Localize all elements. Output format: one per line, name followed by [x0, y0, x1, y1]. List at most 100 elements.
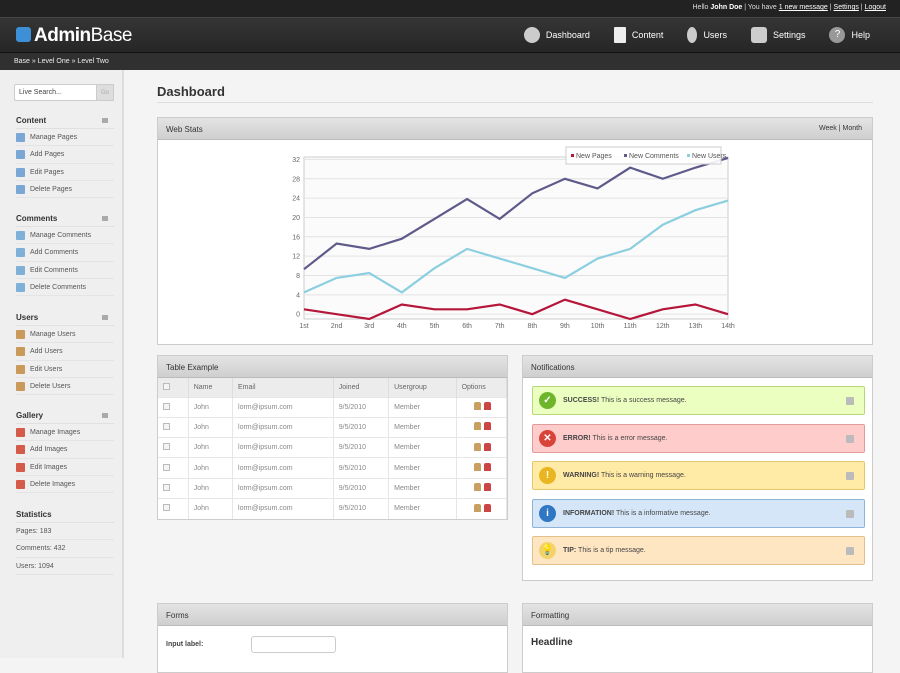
delete-user-icon[interactable] [484, 443, 491, 451]
section-title[interactable]: Content [16, 112, 114, 129]
sidebar-item[interactable]: Manage Images [16, 424, 114, 441]
success-message: ✓SUCCESS! This is a success message. [532, 386, 865, 415]
row-checkbox[interactable] [163, 484, 170, 491]
edit-user-icon[interactable] [474, 443, 481, 451]
edit-user-icon[interactable] [474, 504, 481, 512]
notifications-panel: Notifications ✓SUCCESS! This is a succes… [522, 355, 873, 581]
sidebar-item-label: Edit Pages [30, 169, 64, 176]
row-checkbox[interactable] [163, 504, 170, 511]
sidebar-item[interactable]: Add Pages [16, 146, 114, 163]
collapse-icon[interactable] [102, 315, 108, 320]
row-options [456, 417, 506, 437]
section-title[interactable]: Comments [16, 210, 114, 227]
panel-title: Notifications [531, 363, 575, 372]
nav-users[interactable]: Users [687, 27, 727, 43]
sidebar-item-label: Delete Pages [30, 186, 72, 193]
row-checkbox[interactable] [163, 423, 170, 430]
sidebar-item-label: Manage Comments [30, 232, 91, 239]
sidebar-item-label: Edit Users [30, 366, 62, 373]
tab-month[interactable]: Month [843, 125, 862, 132]
text-input[interactable] [251, 636, 336, 653]
nav-help[interactable]: ?Help [829, 27, 870, 43]
close-icon[interactable] [846, 510, 854, 518]
message-label: WARNING! [563, 472, 599, 479]
section-title[interactable]: Users [16, 309, 114, 326]
messages-link[interactable]: 1 new message [779, 4, 828, 11]
sidebar-item[interactable]: Delete Pages [16, 181, 114, 198]
legend-swatch [571, 154, 574, 157]
page-title: Dashboard [157, 84, 873, 103]
collapse-icon[interactable] [102, 413, 108, 418]
sidebar-item[interactable]: Add Images [16, 441, 114, 458]
x-tick-label: 11th [624, 323, 637, 330]
panel-header: Table Example [158, 356, 507, 378]
sidebar-item[interactable]: Edit Comments [16, 262, 114, 279]
row-options [456, 478, 506, 498]
delete-user-icon[interactable] [484, 463, 491, 471]
settings-icon [751, 27, 767, 43]
logo-light: Base [91, 25, 132, 46]
nav-settings[interactable]: Settings [751, 27, 806, 43]
table-cell: Member [389, 498, 456, 518]
close-icon[interactable] [846, 547, 854, 555]
section-title-text: Gallery [16, 411, 43, 420]
nav-dashboard[interactable]: Dashboard [524, 27, 590, 43]
message-label: TIP: [563, 547, 576, 554]
users-icon [16, 365, 25, 374]
nav-content[interactable]: Content [614, 27, 664, 43]
logout-link[interactable]: Logout [865, 4, 886, 11]
x-tick-label: 7th [495, 323, 505, 330]
edit-user-icon[interactable] [474, 402, 481, 410]
sidebar-item[interactable]: Edit Pages [16, 164, 114, 181]
edit-user-icon[interactable] [474, 483, 481, 491]
select-all-checkbox[interactable] [163, 383, 170, 390]
comments-icon [16, 231, 25, 240]
sidebar-item[interactable]: Edit Images [16, 459, 114, 476]
sidebar-item[interactable]: Delete Comments [16, 279, 114, 296]
sidebar-item[interactable]: Add Users [16, 343, 114, 360]
sidebar-item[interactable]: Manage Users [16, 326, 114, 343]
collapse-icon[interactable] [102, 216, 108, 221]
close-icon[interactable] [846, 397, 854, 405]
close-icon[interactable] [846, 472, 854, 480]
delete-user-icon[interactable] [484, 422, 491, 430]
search-input[interactable]: Live Search... Go [14, 84, 114, 101]
delete-user-icon[interactable] [484, 402, 491, 410]
edit-user-icon[interactable] [474, 422, 481, 430]
edit-user-icon[interactable] [474, 463, 481, 471]
go-button[interactable]: Go [96, 84, 114, 101]
separator: | [830, 4, 832, 11]
tab-week[interactable]: Week [819, 125, 837, 132]
x-tick-label: 6th [462, 323, 472, 330]
row-checkbox[interactable] [163, 464, 170, 471]
sidebar-item[interactable]: Add Comments [16, 244, 114, 261]
collapse-icon[interactable] [102, 118, 108, 123]
row-checkbox[interactable] [163, 403, 170, 410]
sidebar-item-label: Add Comments [30, 249, 78, 256]
sidebar-item[interactable]: Delete Images [16, 476, 114, 493]
delete-user-icon[interactable] [484, 504, 491, 512]
sidebar-item-label: Add Users [30, 348, 63, 355]
sidebar-item[interactable]: Edit Users [16, 361, 114, 378]
sidebar-item[interactable]: Manage Pages [16, 129, 114, 146]
sidebar-item[interactable]: Delete Users [16, 378, 114, 395]
delete-user-icon[interactable] [484, 483, 491, 491]
close-icon[interactable] [846, 435, 854, 443]
search-placeholder: Live Search... [19, 89, 62, 96]
logo[interactable]: AdminBase [16, 25, 132, 47]
section-title[interactable]: Gallery [16, 407, 114, 424]
x-tick-label: 1st [299, 323, 308, 330]
sidebar-item[interactable]: Manage Comments [16, 227, 114, 244]
settings-link[interactable]: Settings [834, 4, 859, 11]
x-tick-label: 10th [591, 323, 605, 330]
error-icon: ✕ [539, 430, 556, 447]
logo-bold: Admin [34, 25, 91, 46]
row-checkbox[interactable] [163, 443, 170, 450]
panel-header: Web Stats Week | Month [158, 118, 872, 140]
document-icon [614, 27, 626, 43]
x-tick-label: 9th [560, 323, 570, 330]
